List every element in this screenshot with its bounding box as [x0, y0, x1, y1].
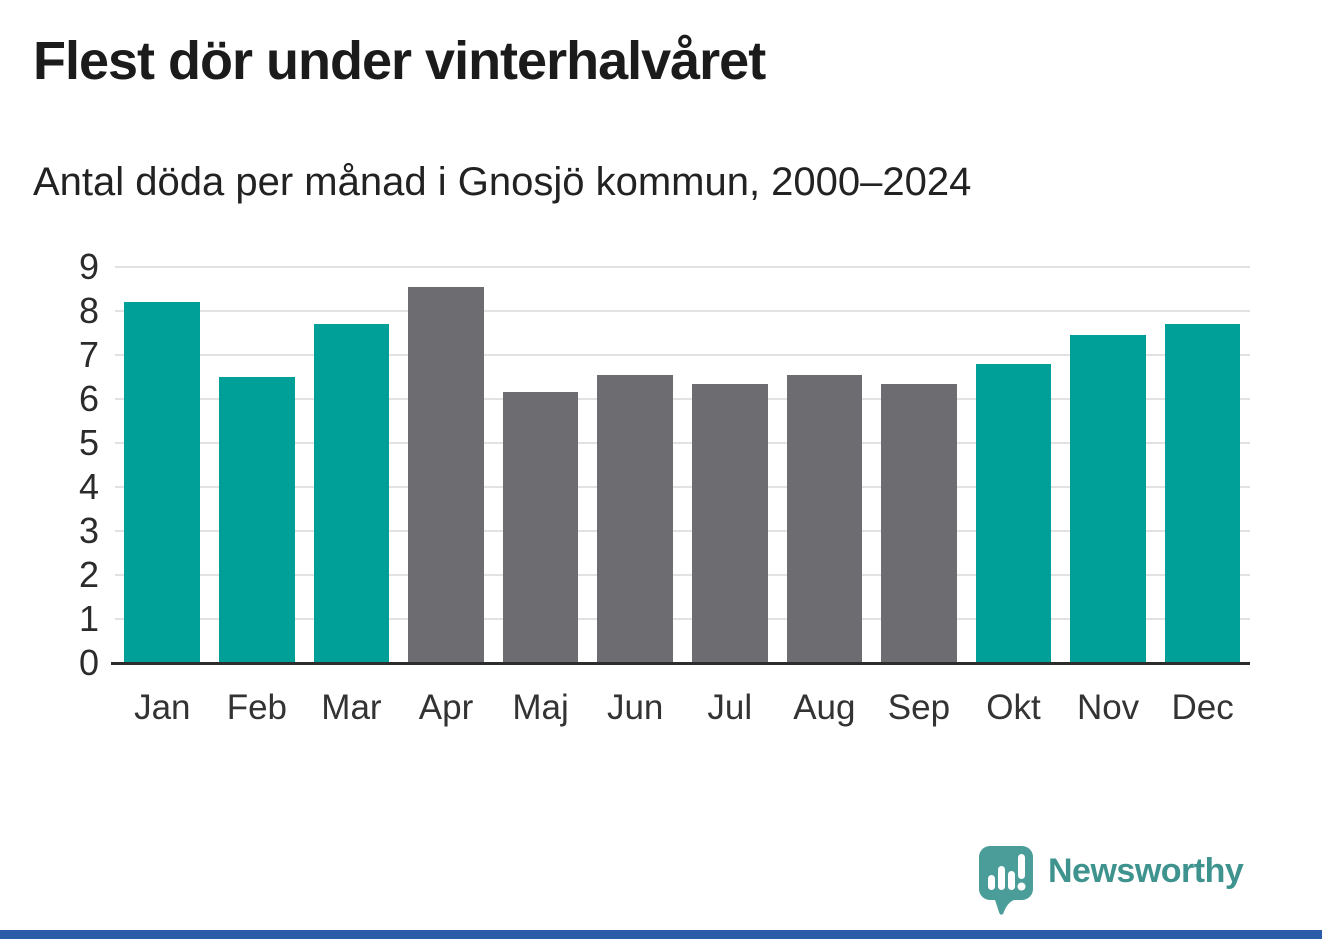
bar-slot-jan — [115, 267, 210, 663]
bar-slot-jul — [682, 267, 777, 663]
y-tick-label-0: 0 — [78, 642, 99, 683]
y-tick-label-6: 6 — [78, 378, 99, 420]
y-tick-label-5: 5 — [78, 422, 99, 463]
gridline-y3 — [115, 530, 1250, 533]
x-tick-label-aug: Aug — [793, 688, 856, 727]
x-tick-label-mar: Mar — [321, 688, 382, 727]
bar-slot-dec — [1155, 267, 1250, 663]
chart-title: Flest dör under vinterhalvåret — [33, 31, 766, 91]
newsworthy-logo-icon — [979, 846, 1033, 915]
gridline-y9 — [115, 266, 1250, 268]
bar-apr — [408, 286, 484, 663]
x-tick-label-sep: Sep — [887, 688, 951, 727]
y-tick-label-8: 8 — [78, 290, 99, 331]
gridline-y1 — [115, 618, 1250, 620]
y-tick-label-1: 1 — [78, 598, 99, 639]
bar-sep — [881, 383, 957, 663]
chart-subtitle: Antal döda per månad i Gnosjö kommun, 20… — [33, 160, 972, 204]
x-axis-labels: Jan Feb Mar Apr Maj Jun Jul Aug Sep Okt Nov Dec — [115, 688, 1250, 728]
bar-slot-mar — [304, 267, 399, 663]
bar-series — [115, 267, 1250, 663]
bar-slot-nov — [1061, 267, 1156, 663]
y-tick-label-9: 9 — [78, 246, 99, 287]
bar-slot-jun — [588, 267, 683, 663]
x-tick-label-jun: Jun — [606, 688, 664, 727]
footer-branding: Newsworthy — [978, 845, 1244, 915]
gridline-y8 — [115, 310, 1250, 312]
x-tick-label-apr: Apr — [418, 688, 474, 727]
footer-accent-bar — [0, 930, 1322, 939]
y-tick-label-7: 7 — [78, 334, 99, 375]
gridline-y7 — [115, 354, 1250, 356]
bar-slot-apr — [399, 267, 494, 663]
bar-mar — [313, 324, 390, 663]
gridline-y4 — [115, 486, 1250, 488]
bar-slot-sep — [872, 267, 967, 663]
bar-jan — [124, 302, 201, 663]
y-tick-label-3: 3 — [78, 510, 99, 552]
bar-slot-okt — [966, 267, 1061, 663]
y-tick-label-2: 2 — [78, 554, 99, 595]
x-tick-label-dec: Dec — [1171, 688, 1234, 727]
gridline-y6 — [115, 398, 1250, 401]
bar-slot-aug — [777, 267, 872, 663]
gridline-y2 — [115, 574, 1250, 576]
bar-jul — [691, 383, 768, 663]
bar-slot-maj — [493, 267, 588, 663]
bar-feb — [219, 377, 295, 663]
bar-slot-feb — [210, 267, 305, 663]
bar-jun — [597, 374, 673, 663]
x-tick-label-okt: Okt — [986, 688, 1041, 727]
x-axis-line — [111, 662, 1250, 665]
bar-dec — [1164, 324, 1241, 663]
gridline-y5 — [115, 442, 1250, 444]
x-tick-label-feb: Feb — [226, 688, 288, 727]
bar-nov — [1070, 335, 1146, 663]
newsworthy-logo-text: Newsworthy — [1048, 852, 1244, 890]
x-tick-label-nov: Nov — [1076, 688, 1140, 727]
x-tick-label-jul: Jul — [707, 688, 753, 727]
bar-aug — [786, 374, 863, 663]
bar-maj — [502, 392, 579, 663]
bar-okt — [975, 363, 1052, 663]
x-tick-label-jan: Jan — [134, 688, 191, 727]
x-tick-label-maj: Maj — [512, 688, 569, 727]
y-tick-label-4: 4 — [78, 466, 99, 507]
